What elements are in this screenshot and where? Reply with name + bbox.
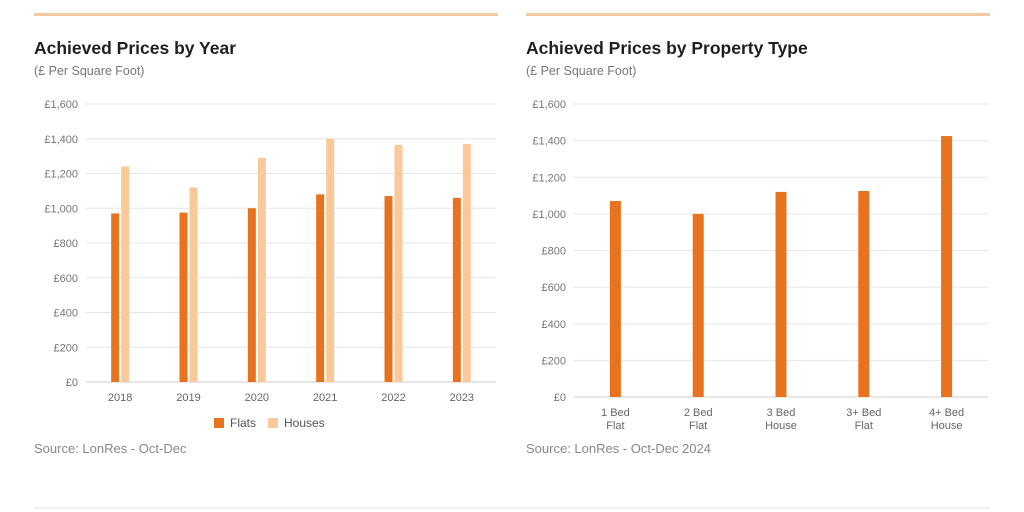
y-tick-label: £800 xyxy=(54,238,78,250)
bar-value xyxy=(775,191,787,397)
chart-panel-by-property-type: Achieved Prices by Property Type (£ Per … xyxy=(526,0,990,470)
bar-value xyxy=(941,136,953,397)
bar-houses xyxy=(394,144,403,382)
bar-houses xyxy=(257,157,266,382)
bar-houses xyxy=(462,143,471,382)
x-tick-label: 4+ Bed xyxy=(929,407,964,419)
y-tick-label: £400 xyxy=(542,319,566,331)
source-note: Source: LonRes - Oct-Dec xyxy=(34,441,187,456)
y-tick-label: £1,400 xyxy=(44,134,78,146)
x-tick-label: House xyxy=(931,420,963,432)
y-tick-label: £1,200 xyxy=(44,169,78,181)
source-note: Source: LonRes - Oct-Dec 2024 xyxy=(526,441,711,456)
x-tick-label: 2022 xyxy=(381,392,405,404)
bar-value xyxy=(858,190,870,397)
y-tick-label: £1,400 xyxy=(532,136,566,148)
legend-label-houses: Houses xyxy=(284,416,325,430)
x-tick-label: Flat xyxy=(606,420,624,432)
bar-flats xyxy=(179,212,188,382)
chart-subtitle: (£ Per Square Foot) xyxy=(34,64,145,78)
x-tick-label: House xyxy=(765,420,797,432)
x-tick-label: 2019 xyxy=(176,392,200,404)
bar-flats xyxy=(316,194,325,382)
y-tick-label: £1,200 xyxy=(532,172,566,184)
bar-value xyxy=(609,201,621,397)
chart-legend: Flats Houses xyxy=(214,416,337,430)
y-tick-label: £200 xyxy=(542,355,566,367)
bar-flats xyxy=(247,208,256,382)
bar-chart-by-property-type: £0 £200 £400 £600 £800 £1,000 £1,200 £1,400 £1,6… xyxy=(532,99,988,432)
y-tick-label: £1,000 xyxy=(44,203,78,215)
legend-label-flats: Flats xyxy=(230,416,257,430)
x-tick-label: 2023 xyxy=(450,392,474,404)
bar-flats xyxy=(452,197,461,382)
legend-swatch-flats xyxy=(214,418,224,428)
x-tick-label: 3+ Bed xyxy=(846,407,881,419)
y-tick-label: £1,000 xyxy=(532,209,566,221)
legend-item-houses: Houses xyxy=(268,416,325,430)
x-tick-label: 2020 xyxy=(245,392,269,404)
y-tick-label: £1,600 xyxy=(532,99,566,111)
bar-houses xyxy=(121,166,130,382)
x-tick-label: 3 Bed xyxy=(767,407,796,419)
y-tick-label: £1,600 xyxy=(44,99,78,111)
y-tick-label: £400 xyxy=(54,308,78,320)
legend-swatch-houses xyxy=(268,418,279,428)
x-tick-label: 2018 xyxy=(108,392,132,404)
x-tick-label: Flat xyxy=(689,420,707,432)
chart-subtitle: (£ Per Square Foot) xyxy=(526,64,637,78)
bar-houses xyxy=(326,138,335,382)
y-tick-label: £200 xyxy=(54,342,78,354)
bar-flats xyxy=(384,196,393,382)
y-tick-label: £0 xyxy=(66,377,78,389)
legend-item-flats: Flats xyxy=(214,416,256,430)
y-tick-label: £600 xyxy=(542,282,566,294)
x-tick-label: Flat xyxy=(855,420,873,432)
y-tick-label: £600 xyxy=(54,273,78,285)
x-tick-label: 2 Bed xyxy=(684,407,713,419)
bar-value xyxy=(692,213,704,397)
chart-title: Achieved Prices by Property Type xyxy=(526,38,808,58)
bar-chart-by-year: £0 £200 £400 £600 £800 £1,000 £1,200 £1,400 £1,6… xyxy=(44,99,496,404)
bar-houses xyxy=(189,187,198,382)
bar-flats xyxy=(111,213,120,382)
chart-title: Achieved Prices by Year xyxy=(34,38,237,58)
x-tick-label: 2021 xyxy=(313,392,337,404)
chart-panel-by-year: Achieved Prices by Year (£ Per Square Fo… xyxy=(34,0,498,470)
footer-divider xyxy=(34,507,990,509)
x-tick-label: 1 Bed xyxy=(601,407,630,419)
accent-divider xyxy=(526,13,990,16)
accent-divider xyxy=(34,13,498,16)
y-tick-label: £800 xyxy=(542,246,566,258)
y-tick-label: £0 xyxy=(554,392,566,404)
